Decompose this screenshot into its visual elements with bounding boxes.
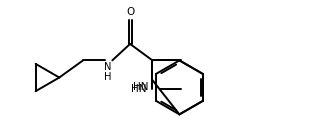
Text: O: O (126, 7, 134, 17)
Text: N
H: N H (104, 62, 111, 82)
Text: HN: HN (131, 84, 146, 94)
Text: HN: HN (133, 82, 148, 92)
